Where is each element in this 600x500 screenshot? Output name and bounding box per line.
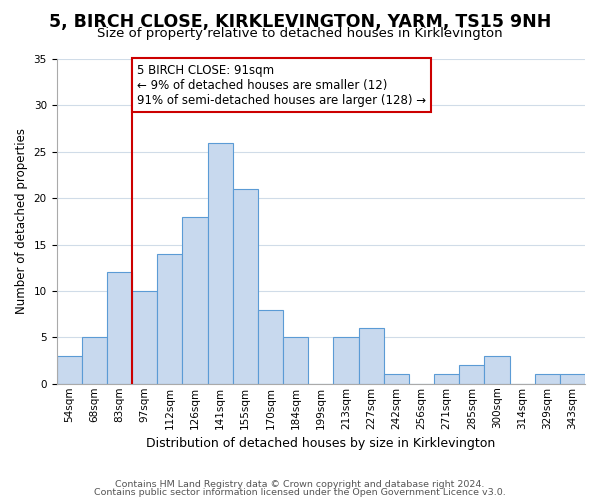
Bar	[132, 291, 157, 384]
Text: Size of property relative to detached houses in Kirklevington: Size of property relative to detached ho…	[97, 28, 503, 40]
Bar	[535, 374, 560, 384]
Bar	[258, 310, 283, 384]
Bar	[208, 142, 233, 384]
Text: 5, BIRCH CLOSE, KIRKLEVINGTON, YARM, TS15 9NH: 5, BIRCH CLOSE, KIRKLEVINGTON, YARM, TS1…	[49, 12, 551, 30]
Bar	[359, 328, 383, 384]
Bar	[157, 254, 182, 384]
Bar	[459, 365, 484, 384]
Bar	[434, 374, 459, 384]
Y-axis label: Number of detached properties: Number of detached properties	[15, 128, 28, 314]
Bar	[334, 338, 359, 384]
Bar	[107, 272, 132, 384]
Bar	[484, 356, 509, 384]
Bar	[182, 216, 208, 384]
Text: 5 BIRCH CLOSE: 91sqm
← 9% of detached houses are smaller (12)
91% of semi-detach: 5 BIRCH CLOSE: 91sqm ← 9% of detached ho…	[137, 64, 426, 106]
Bar	[283, 338, 308, 384]
Bar	[56, 356, 82, 384]
Bar	[82, 338, 107, 384]
Text: Contains public sector information licensed under the Open Government Licence v3: Contains public sector information licen…	[94, 488, 506, 497]
Bar	[233, 189, 258, 384]
Text: Contains HM Land Registry data © Crown copyright and database right 2024.: Contains HM Land Registry data © Crown c…	[115, 480, 485, 489]
Bar	[383, 374, 409, 384]
Bar	[560, 374, 585, 384]
X-axis label: Distribution of detached houses by size in Kirklevington: Distribution of detached houses by size …	[146, 437, 496, 450]
